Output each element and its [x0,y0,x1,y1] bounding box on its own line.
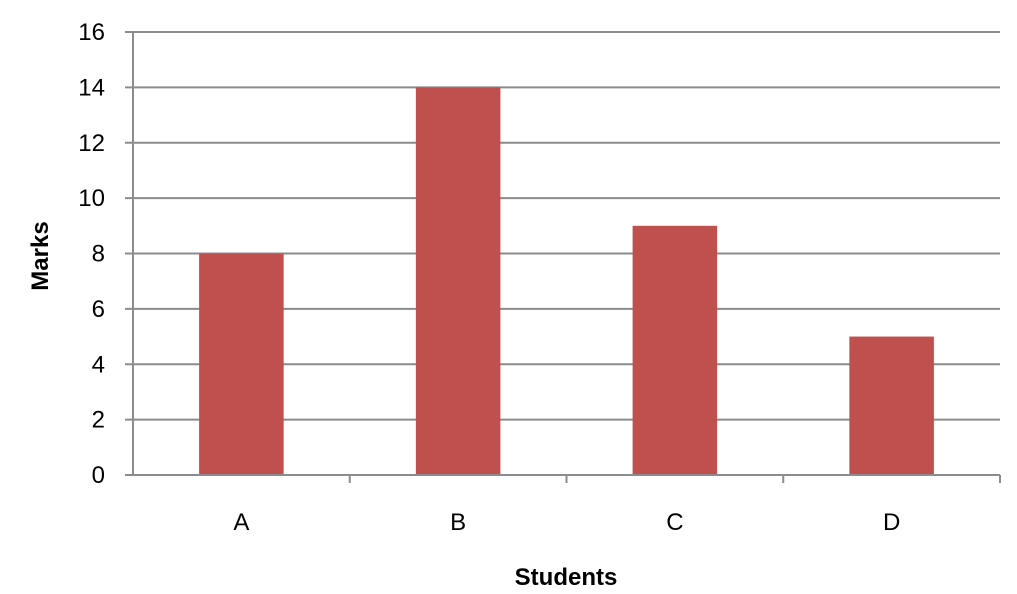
x-tick-labels: A B C D [233,509,900,536]
y-tick-label: 2 [92,407,105,434]
bars [199,87,934,475]
y-tick-label: 8 [92,241,105,268]
y-tick-label: 12 [78,130,105,157]
y-tick-label: 0 [92,462,105,489]
y-tick-label: 14 [78,74,105,101]
axes [125,31,1001,483]
x-tick-label: B [450,509,466,536]
x-axis-title: Students [515,564,618,591]
x-tick-label: D [883,509,900,536]
bar-d [849,336,934,475]
x-tick-label: C [666,509,683,536]
y-tick-labels: 0 2 4 6 8 10 12 14 16 [78,19,105,489]
x-tick-label: A [233,509,249,536]
y-tick-label: 10 [78,185,105,212]
bar-b [415,87,501,475]
bar-a [199,253,284,475]
y-tick-label: 16 [78,19,105,46]
y-tick-label: 4 [92,351,105,378]
y-axis-title: Marks [27,221,54,290]
bar-c [632,225,718,475]
y-tick-label: 6 [92,296,105,323]
